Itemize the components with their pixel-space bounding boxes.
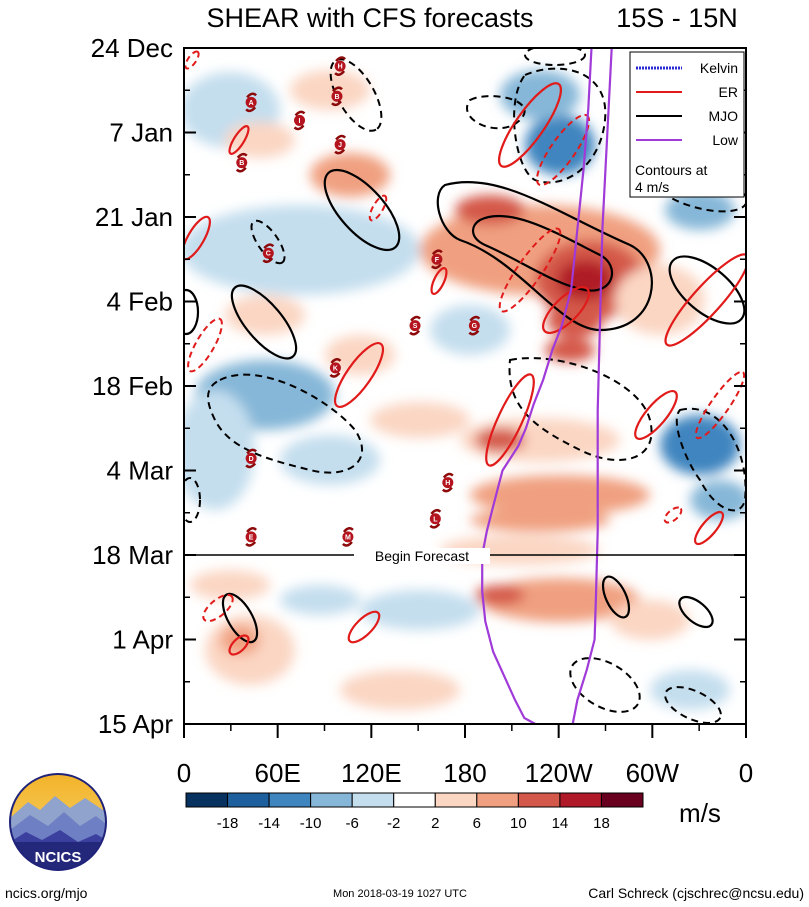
colorbar-label: -18 — [217, 815, 239, 832]
legend-note-2: 4 m/s — [635, 179, 669, 195]
tc-marker: H — [441, 472, 454, 493]
footer-website[interactable]: ncics.org/mjo — [5, 885, 88, 901]
x-tick-label: 0 — [739, 758, 753, 788]
tc-marker: J — [334, 134, 346, 155]
svg-text:D: D — [249, 456, 254, 463]
colorbar-cell — [268, 792, 312, 808]
legend-note-1: Contours at — [635, 162, 707, 178]
er-contours — [184, 82, 746, 656]
x-tick-label: 60W — [626, 758, 680, 788]
tc-marker: I — [293, 110, 306, 131]
x-tick-label: 120W — [525, 758, 593, 788]
chart-region: 15S - 15N — [616, 3, 738, 33]
colorbar-cell — [517, 792, 561, 808]
x-tick-label: 0 — [177, 758, 191, 788]
colorbar-label: -10 — [300, 815, 322, 832]
svg-text:J: J — [338, 142, 342, 149]
tc-marker: H — [334, 56, 346, 76]
svg-text:H: H — [338, 64, 343, 71]
y-tick-label: 15 Apr — [98, 709, 174, 739]
svg-text:I: I — [299, 118, 301, 125]
tc-marker: M — [342, 527, 354, 547]
y-tick-label: 18 Feb — [92, 371, 173, 401]
mjo-contours — [184, 168, 746, 644]
tc-marker: G — [468, 315, 481, 336]
er-dashed-contours — [184, 50, 746, 623]
tc-marker: F — [431, 249, 443, 270]
tc-marker: C — [262, 243, 275, 264]
y-tick-label: 7 Jan — [109, 118, 173, 148]
shear-shading — [184, 70, 746, 710]
colorbar-cell — [476, 792, 519, 808]
y-axis: 24 Dec 7 Jan 21 Jan 4 Feb 18 Feb 4 Mar 18 Mar 1… — [91, 33, 746, 739]
svg-text:F: F — [435, 257, 440, 264]
colorbar-label: 18 — [593, 815, 610, 832]
svg-text:B: B — [239, 160, 244, 167]
svg-text:A: A — [249, 100, 254, 107]
tc-markers: H B A I J B C F S G K D H L E M — [235, 56, 481, 547]
y-tick-label: 1 Apr — [112, 625, 173, 655]
svg-text:B: B — [334, 94, 339, 101]
colorbar-cell — [351, 792, 395, 808]
ncics-logo: NCICS — [9, 773, 107, 871]
colorbar-label: -2 — [387, 815, 400, 832]
colorbar-cell — [600, 792, 644, 808]
colorbar-label: 2 — [431, 815, 439, 832]
tc-marker: K — [329, 358, 342, 378]
y-tick-label: 18 Mar — [92, 540, 173, 570]
x-tick-label: 120E — [341, 758, 402, 788]
colorbar-label: -6 — [346, 815, 359, 832]
svg-text:K: K — [333, 365, 338, 372]
legend-label: Low — [712, 132, 739, 148]
colorbar-label: 10 — [510, 815, 527, 832]
tc-marker: D — [245, 448, 258, 469]
low-lines — [481, 48, 613, 724]
colorbar-cell — [310, 792, 353, 808]
footer-author: Carl Schreck (cjschrec@ncsu.edu) — [588, 885, 804, 901]
mjo-dashed-contours — [184, 48, 746, 724]
svg-text:G: G — [472, 323, 478, 330]
colorbar-cell — [434, 792, 478, 808]
tc-marker: E — [245, 527, 258, 547]
y-tick-label: 4 Mar — [107, 456, 174, 486]
x-tick-label: 180 — [443, 758, 486, 788]
tc-marker: A — [245, 92, 258, 113]
colorbar: -18 -14 -10 -6 -2 2 6 10 14 18 — [185, 792, 644, 832]
colorbar-cell — [185, 792, 229, 808]
legend: Kelvin ER MJO Low Contours at 4 m/s — [629, 51, 745, 198]
svg-text:H: H — [445, 480, 450, 487]
y-tick-label: 21 Jan — [95, 202, 173, 232]
legend-label: Kelvin — [700, 60, 738, 76]
footer-date: Mon 2018-03-19 1027 UTC — [333, 888, 467, 900]
svg-text:C: C — [266, 251, 271, 258]
colorbar-label: 14 — [552, 815, 569, 832]
legend-label: MJO — [708, 108, 738, 124]
low-line — [481, 48, 593, 724]
colorbar-cell — [227, 792, 270, 808]
tc-marker: B — [331, 86, 343, 107]
chart-title: SHEAR with CFS forecasts — [206, 3, 533, 33]
legend-label: ER — [719, 84, 738, 100]
svg-text:L: L — [433, 516, 438, 523]
tc-marker: L — [429, 508, 442, 529]
svg-text:M: M — [345, 534, 351, 541]
x-tick-label: 60E — [255, 758, 301, 788]
forecast-label-bg — [354, 548, 490, 564]
tc-marker: B — [235, 152, 248, 173]
colorbar-unit: m/s — [679, 798, 721, 828]
svg-text:S: S — [413, 323, 418, 330]
colorbar-cell — [559, 792, 602, 808]
logo-text: NCICS — [35, 849, 82, 866]
low-line — [571, 48, 613, 724]
y-tick-label: 4 Feb — [107, 287, 174, 317]
forecast-label: Begin Forecast — [375, 548, 469, 564]
colorbar-cell — [393, 792, 436, 808]
svg-text:E: E — [249, 534, 254, 541]
colorbar-label: -14 — [258, 815, 280, 832]
colorbar-label: 6 — [473, 815, 481, 832]
y-tick-label: 24 Dec — [91, 33, 173, 63]
x-axis: 0 60E 120E 180 120W 60W 0 — [177, 724, 753, 788]
tc-marker: S — [409, 315, 421, 336]
